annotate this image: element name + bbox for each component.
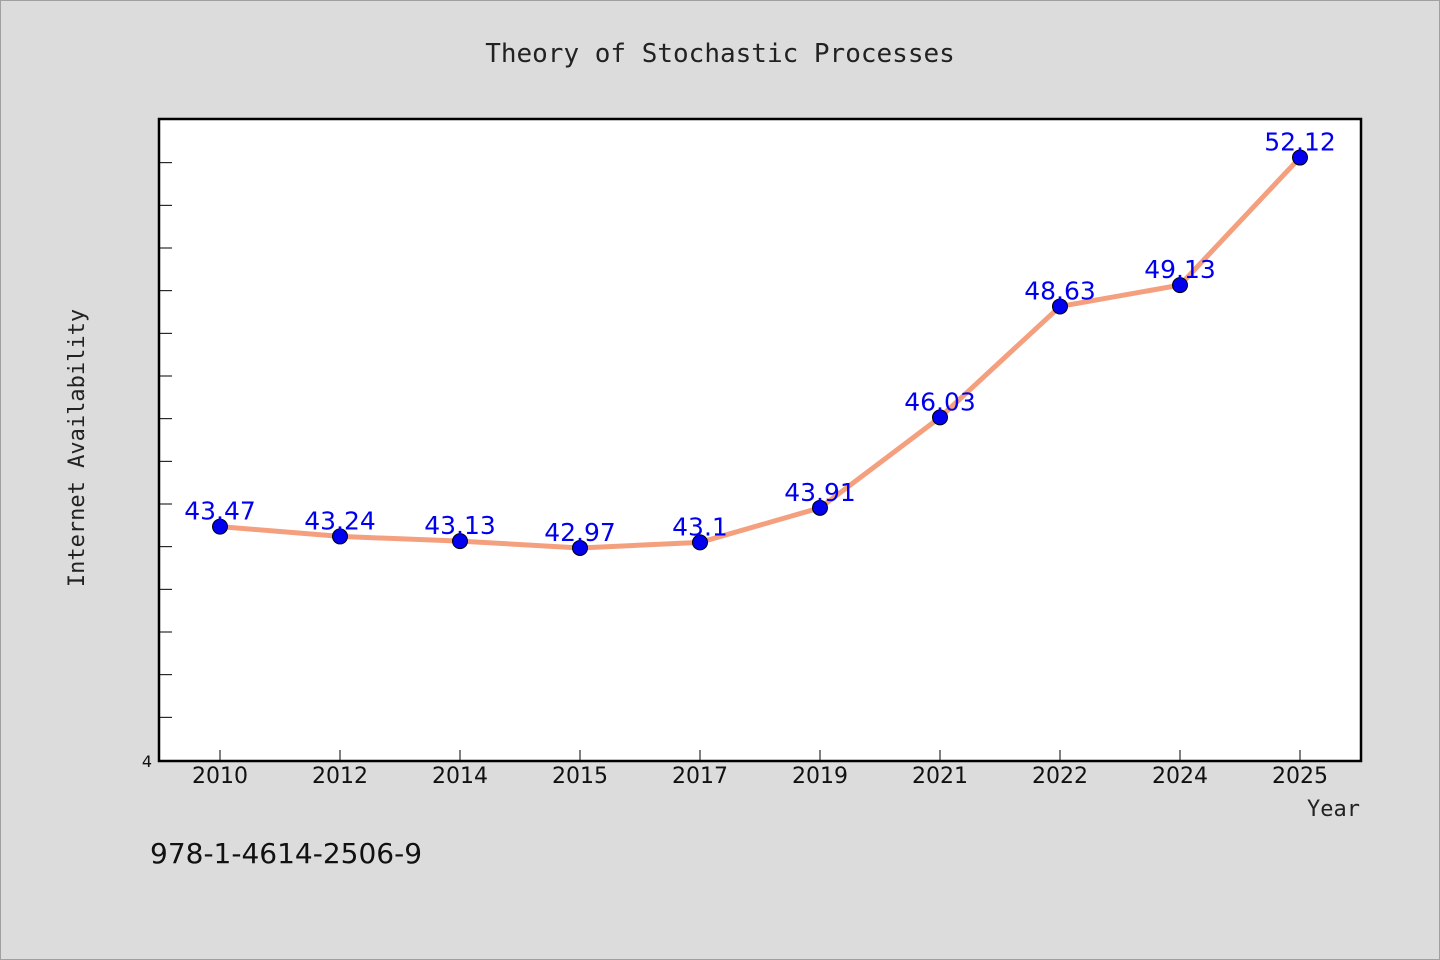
data-label: 46.03	[904, 387, 976, 416]
data-label: 42.97	[544, 518, 616, 547]
x-tick-label: 2019	[792, 764, 848, 789]
data-label: 43.13	[424, 511, 496, 540]
x-axis-label: Year	[1307, 797, 1360, 822]
x-tick-label: 2022	[1032, 764, 1088, 789]
data-label: 43.47	[184, 497, 256, 526]
data-label: 43.24	[304, 506, 376, 535]
y-axis-label: Internet Availability	[65, 309, 90, 587]
x-tick-label: 2025	[1272, 764, 1328, 789]
data-label: 49.13	[1144, 255, 1216, 284]
data-point	[812, 499, 828, 516]
data-point	[1292, 149, 1308, 166]
x-tick-label: 2015	[552, 764, 608, 789]
y-tick-label: 4	[142, 752, 152, 771]
y-axis-ticks	[160, 162, 172, 718]
data-label: 43.1	[672, 512, 728, 541]
x-axis-ticks: 2010 2012 2014 2015 2017 2019 2021 2022 2024 2025	[192, 750, 1328, 789]
data-label: 48.63	[1024, 276, 1096, 305]
data-point	[1172, 277, 1188, 294]
x-tick-label: 2017	[672, 764, 728, 789]
footnote-isbn: 978-1-4614-2506-9	[150, 837, 422, 870]
data-point	[572, 539, 588, 556]
data-point	[452, 533, 468, 550]
data-label: 43.91	[784, 478, 856, 507]
chart-title: Theory of Stochastic Processes	[485, 39, 955, 69]
x-tick-label: 2012	[312, 764, 368, 789]
data-point	[332, 528, 348, 545]
x-tick-label: 2010	[192, 764, 248, 789]
x-tick-label: 2024	[1152, 764, 1208, 789]
x-tick-label: 2014	[432, 764, 488, 789]
plot-area	[157, 117, 1363, 763]
data-point	[1052, 298, 1068, 315]
series-group: 43.47 43.24 43.13 42.97 43.1 43.91 46.03 48.63 4…	[184, 128, 1336, 556]
data-point	[212, 518, 228, 535]
x-tick-label: 2021	[912, 764, 968, 789]
data-point	[692, 534, 708, 551]
data-label: 52.12	[1264, 128, 1336, 157]
data-point	[932, 409, 948, 426]
series-line	[217, 155, 1303, 551]
